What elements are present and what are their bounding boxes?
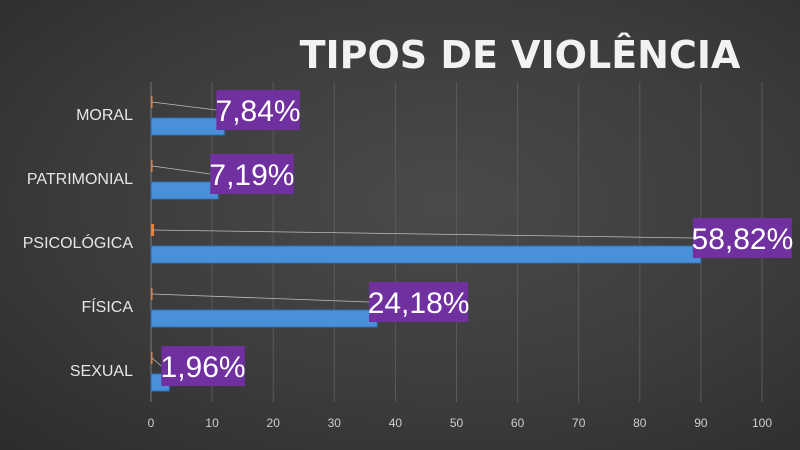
x-tick-label: 40 — [389, 416, 403, 430]
bars — [150, 96, 702, 392]
category-label: SEXUAL — [70, 363, 133, 380]
category-label: PATRIMONIAL — [27, 171, 133, 188]
bar — [150, 245, 702, 264]
bar — [150, 309, 378, 328]
data-label: 1,96% — [161, 351, 246, 384]
leader-line — [151, 229, 693, 239]
x-tick-label: 20 — [267, 416, 281, 430]
category-labels: MORAL PATRIMONIAL PSICOLÓGICA FÍSICA SEXUAL — [23, 107, 134, 380]
bar — [150, 117, 225, 136]
data-label-box — [161, 346, 245, 386]
data-label-box — [210, 154, 294, 194]
x-tick-label: 80 — [633, 416, 647, 430]
leader-line — [151, 357, 162, 367]
data-label: 7,84% — [216, 95, 301, 128]
leader-line — [151, 293, 370, 303]
x-tick-label: 90 — [694, 416, 708, 430]
marker-bar — [151, 160, 153, 172]
data-labels: 7,84% 7,19% 58,82% 24,18% 1,96% — [151, 90, 794, 386]
x-axis-ticks: 0 10 20 30 40 50 60 70 80 90 100 — [148, 416, 773, 430]
x-tick-label: 100 — [752, 416, 772, 430]
marker-bar — [151, 288, 153, 300]
x-tick-label: 0 — [148, 416, 155, 430]
category-label: MORAL — [76, 107, 133, 124]
x-tick-label: 30 — [328, 416, 342, 430]
bar — [150, 181, 219, 200]
marker-bar — [151, 96, 153, 108]
x-tick-label: 70 — [572, 416, 586, 430]
category-label: PSICOLÓGICA — [23, 233, 134, 252]
x-tick-label: 10 — [205, 416, 219, 430]
chart-title: TIPOS DE VIOLÊNCIA — [300, 33, 741, 77]
x-tick-label: 50 — [450, 416, 464, 430]
marker-bar — [151, 352, 153, 364]
data-label-box — [216, 90, 300, 130]
data-label: 24,18% — [368, 287, 470, 320]
data-label: 58,82% — [692, 223, 794, 256]
data-label: 7,19% — [209, 159, 294, 192]
category-label: FÍSICA — [81, 297, 133, 316]
data-label-box — [369, 282, 469, 322]
x-tick-label: 60 — [511, 416, 525, 430]
leader-line — [151, 165, 211, 175]
data-label-box — [692, 218, 792, 258]
leader-line — [151, 101, 217, 111]
